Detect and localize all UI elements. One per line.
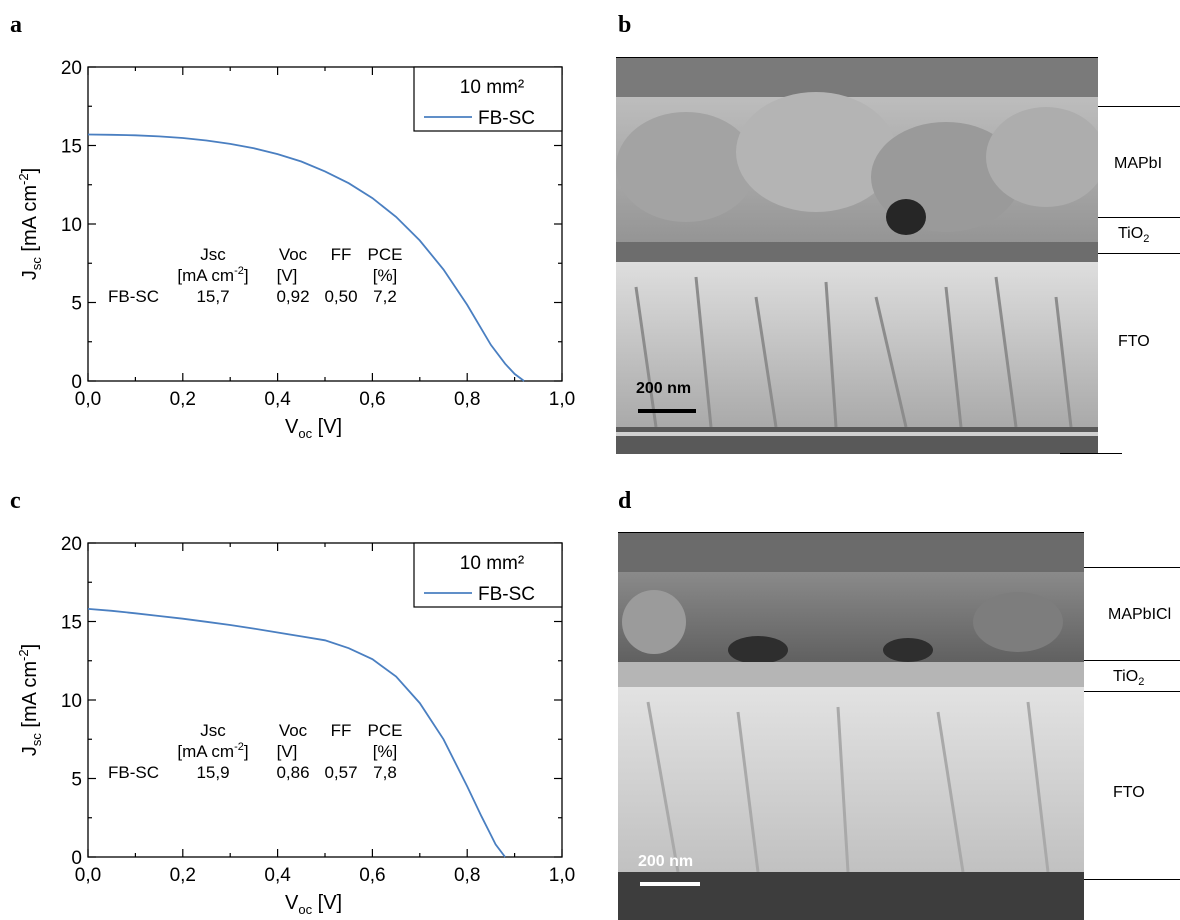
table-row-label: FB-SC — [108, 763, 159, 782]
table-unit: [mA cm-2] — [177, 741, 248, 761]
table-header: Jsc — [200, 245, 226, 264]
table-row-label: FB-SC — [108, 287, 159, 306]
x-tick-label: 1,0 — [549, 389, 575, 410]
legend-entry: FB-SC — [478, 584, 535, 605]
x-tick-label: 0,2 — [170, 389, 196, 410]
table-value: 15,7 — [196, 287, 229, 306]
table-value: 7,8 — [373, 763, 397, 782]
layer-label-tio2: TiO2 — [1118, 225, 1150, 246]
y-tick-label: 20 — [61, 534, 82, 555]
x-tick-label: 1,0 — [549, 865, 575, 886]
table-value: 0,92 — [276, 287, 309, 306]
layer-divider — [1060, 453, 1122, 454]
x-tick-label: 0,8 — [454, 865, 480, 886]
panel-letter-b: b — [618, 12, 632, 38]
legend-box — [413, 66, 563, 132]
panel-letter-c: c — [10, 488, 21, 514]
table-value: 15,9 — [196, 763, 229, 782]
x-tick-label: 0,4 — [264, 865, 291, 886]
layer-label-fto: FTO — [1118, 333, 1150, 350]
table-header: Voc — [279, 721, 308, 740]
y-tick-label: 5 — [71, 294, 82, 315]
y-tick-label: 15 — [61, 613, 82, 634]
layer-divider — [1084, 691, 1180, 692]
y-tick-label: 10 — [61, 215, 82, 236]
scalebar-label-d: 200 nm — [638, 853, 694, 870]
legend-title: 10 mm² — [460, 77, 524, 98]
x-tick-label: 0,0 — [75, 865, 101, 886]
table-value: 7,2 — [373, 287, 397, 306]
table-header: PCE — [368, 721, 403, 740]
x-axis-label: Voc [V] — [285, 892, 342, 917]
jv-chart-a: 0,0 0,2 0,4 0,6 0,8 1,0 0 5 10 15 20 Voc [V] Jsc [mA… — [16, 58, 575, 441]
scalebar-b — [638, 409, 696, 413]
legend-box — [413, 542, 563, 608]
legend-title: 10 mm² — [460, 553, 524, 574]
layer-divider — [1098, 253, 1180, 254]
layer-divider — [1084, 879, 1180, 880]
table-header: Jsc — [200, 721, 226, 740]
x-tick-label: 0,6 — [359, 865, 385, 886]
sem-texture-b — [616, 57, 1098, 454]
layer-label-mapbicl: MAPbICl — [1108, 606, 1172, 623]
sem-image-b — [616, 57, 1098, 454]
x-tick-label: 0,6 — [359, 389, 385, 410]
table-unit: [%] — [373, 266, 398, 285]
layer-divider — [1084, 567, 1180, 568]
y-tick-label: 5 — [71, 770, 82, 791]
y-tick-label: 20 — [61, 58, 82, 79]
layer-label-mapbi: MAPbI — [1114, 155, 1163, 172]
x-tick-label: 0,4 — [264, 389, 291, 410]
y-tick-label: 15 — [61, 137, 82, 158]
y-axis-label: Jsc [mA cm-2] — [16, 644, 44, 756]
table-value: 0,86 — [276, 763, 309, 782]
series-line-fb-sc — [87, 133, 525, 382]
layer-divider — [616, 57, 1098, 58]
jv-chart-c: 0,0 0,2 0,4 0,6 0,8 1,0 0 5 10 15 20 Voc [V] Jsc [mA… — [16, 534, 575, 917]
table-header: PCE — [368, 245, 403, 264]
layer-label-fto: FTO — [1113, 784, 1145, 801]
table-unit: [mA cm-2] — [177, 265, 248, 285]
layer-divider — [1084, 660, 1180, 661]
x-tick-label: 0,2 — [170, 865, 196, 886]
layer-divider — [1098, 217, 1180, 218]
y-tick-label: 10 — [61, 691, 82, 712]
table-header: FF — [331, 721, 352, 740]
table-unit: [V] — [277, 266, 298, 285]
layer-label-tio2: TiO2 — [1113, 668, 1145, 689]
layer-divider — [618, 532, 1084, 533]
table-header: Voc — [279, 245, 308, 264]
table-unit: [V] — [277, 742, 298, 761]
scalebar-label-b: 200 nm — [636, 380, 692, 397]
table-unit: [%] — [373, 742, 398, 761]
y-tick-label: 0 — [71, 372, 82, 393]
scalebar-d — [640, 882, 700, 886]
table-header: FF — [331, 245, 352, 264]
y-tick-label: 0 — [71, 848, 82, 869]
layer-divider — [1098, 106, 1180, 107]
table-value: 0,57 — [324, 763, 357, 782]
y-axis-label: Jsc [mA cm-2] — [16, 168, 44, 280]
sem-image-d — [618, 532, 1084, 920]
x-tick-label: 0,8 — [454, 389, 480, 410]
x-tick-label: 0,0 — [75, 389, 101, 410]
panel-letter-a: a — [10, 12, 22, 38]
panel-letter-d: d — [618, 488, 632, 514]
table-value: 0,50 — [324, 287, 357, 306]
sem-texture-d — [618, 532, 1084, 920]
legend-entry: FB-SC — [478, 108, 535, 129]
series-line-fb-sc — [87, 608, 506, 858]
x-axis-label: Voc [V] — [285, 416, 342, 441]
